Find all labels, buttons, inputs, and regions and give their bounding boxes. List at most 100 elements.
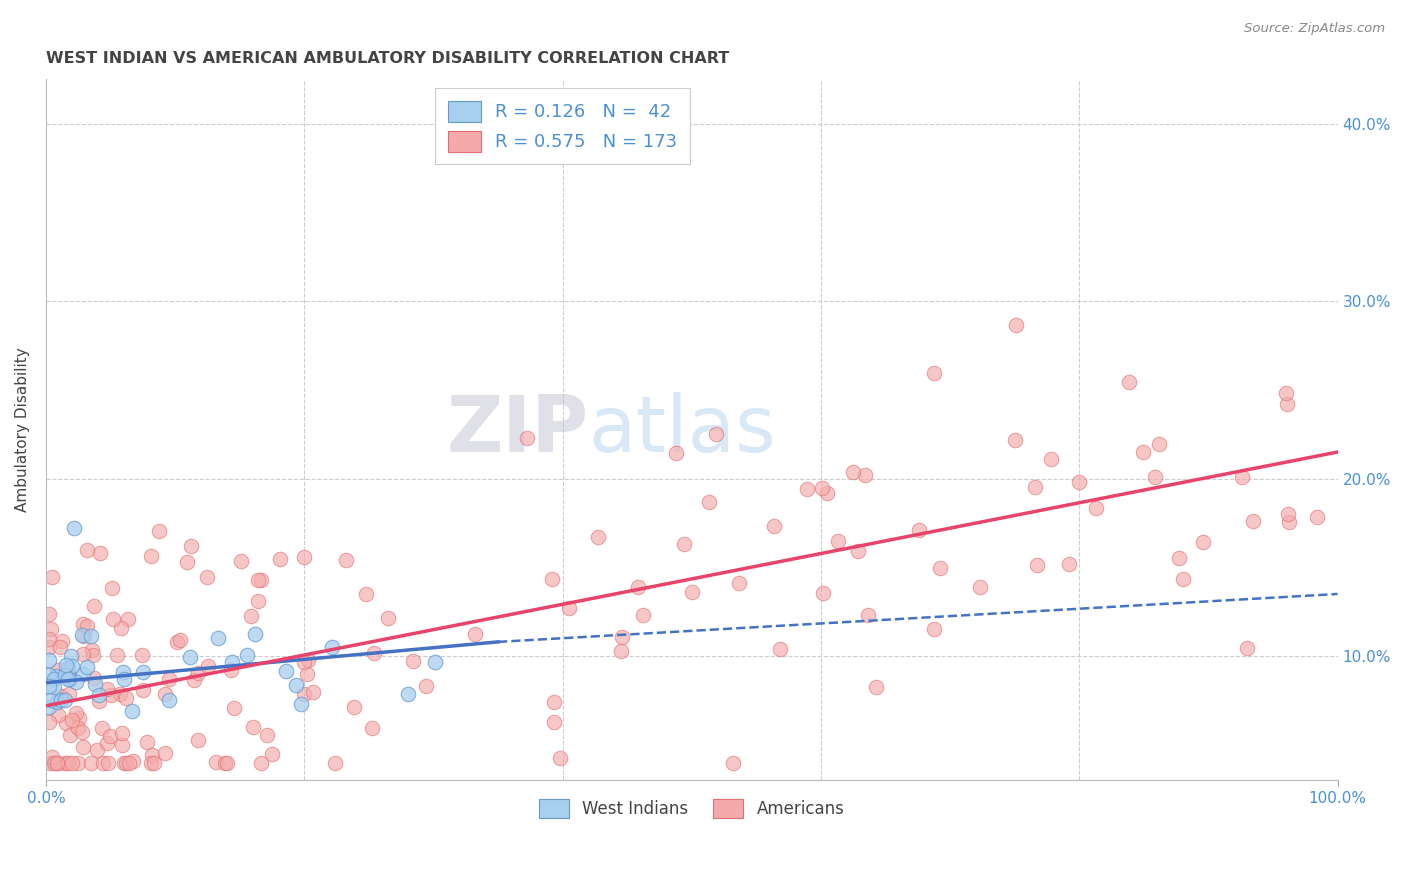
West Indians [221, 655, 243, 669]
Americans [292, 655, 315, 669]
Americans [222, 701, 245, 715]
West Indians [72, 667, 94, 681]
Americans [297, 653, 319, 667]
Americans [58, 668, 80, 682]
West Indians [55, 658, 77, 673]
Americans [231, 554, 253, 568]
Americans [176, 555, 198, 569]
Americans [89, 546, 111, 560]
Americans [143, 756, 166, 770]
Americans [44, 756, 66, 770]
Americans [49, 640, 72, 654]
Americans [219, 663, 242, 677]
Americans [796, 482, 818, 496]
Americans [969, 580, 991, 594]
Americans [59, 728, 82, 742]
Americans [135, 735, 157, 749]
Americans [111, 738, 134, 752]
West Indians [132, 665, 155, 679]
Americans [610, 644, 633, 658]
Americans [1278, 515, 1301, 529]
Americans [361, 721, 384, 735]
West Indians [59, 649, 82, 664]
Americans [239, 609, 262, 624]
Americans [110, 621, 132, 635]
Americans [46, 664, 69, 678]
Americans [256, 728, 278, 742]
Americans [89, 694, 111, 708]
Americans [205, 755, 228, 769]
Americans [292, 549, 315, 564]
Americans [180, 539, 202, 553]
West Indians [58, 660, 80, 674]
Americans [242, 721, 264, 735]
Americans [1192, 534, 1215, 549]
Americans [1067, 475, 1090, 489]
Americans [38, 607, 60, 621]
Americans [377, 611, 399, 625]
Americans [1232, 470, 1254, 484]
Americans [626, 580, 648, 594]
Americans [67, 721, 90, 735]
Americans [112, 756, 135, 770]
West Indians [243, 626, 266, 640]
West Indians [59, 673, 82, 687]
Americans [38, 640, 60, 654]
West Indians [83, 677, 105, 691]
Americans [73, 629, 96, 643]
Americans [415, 679, 437, 693]
Americans [856, 607, 879, 622]
Text: atlas: atlas [589, 392, 776, 467]
Americans [72, 740, 94, 755]
Americans [250, 573, 273, 587]
Americans [131, 648, 153, 663]
Americans [1306, 510, 1329, 524]
Americans [153, 746, 176, 760]
Americans [1173, 572, 1195, 586]
West Indians [236, 648, 259, 662]
Americans [183, 673, 205, 688]
Americans [83, 599, 105, 613]
West Indians [179, 649, 201, 664]
Americans [769, 641, 792, 656]
Americans [673, 536, 696, 550]
Americans [51, 633, 73, 648]
Americans [60, 756, 83, 770]
Americans [157, 672, 180, 686]
Americans [1004, 318, 1026, 332]
West Indians [70, 628, 93, 642]
Americans [1241, 514, 1264, 528]
Americans [363, 647, 385, 661]
Americans [928, 561, 950, 575]
Americans [72, 616, 94, 631]
Americans [1040, 452, 1063, 467]
West Indians [321, 640, 343, 654]
Americans [214, 756, 236, 770]
West Indians [38, 679, 60, 693]
Americans [631, 608, 654, 623]
Americans [269, 552, 291, 566]
Americans [343, 699, 366, 714]
West Indians [38, 667, 60, 681]
Americans [402, 654, 425, 668]
Americans [46, 708, 69, 723]
Americans [865, 680, 887, 694]
Americans [96, 735, 118, 749]
Americans [1275, 386, 1298, 401]
West Indians [121, 704, 143, 718]
Americans [1085, 500, 1108, 515]
Americans [811, 481, 834, 495]
Americans [141, 748, 163, 763]
West Indians [425, 655, 447, 669]
West Indians [60, 659, 83, 673]
Americans [827, 534, 849, 549]
Americans [122, 754, 145, 768]
Americans [38, 714, 60, 729]
Americans [1277, 508, 1299, 522]
West Indians [46, 695, 69, 709]
Americans [131, 683, 153, 698]
Americans [217, 756, 239, 770]
Americans [1118, 375, 1140, 389]
Americans [153, 687, 176, 701]
Text: Source: ZipAtlas.com: Source: ZipAtlas.com [1244, 22, 1385, 36]
